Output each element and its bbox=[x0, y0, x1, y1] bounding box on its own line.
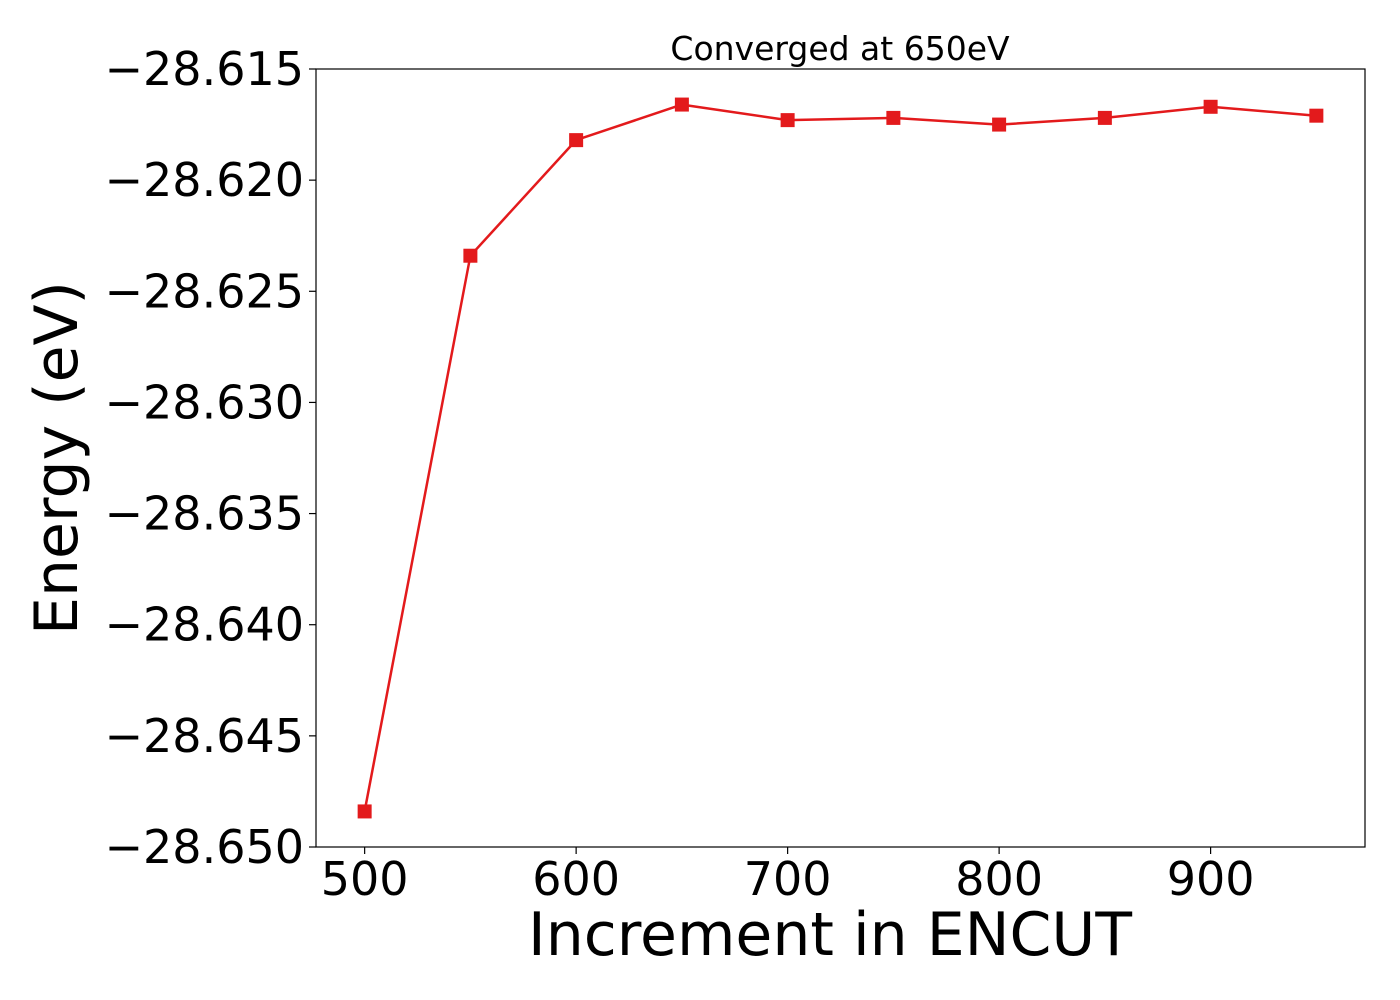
y-tick-label: −28.630 bbox=[105, 375, 305, 429]
x-tick-label: 800 bbox=[955, 852, 1043, 906]
data-point-marker bbox=[992, 117, 1007, 132]
y-tick-label: −28.635 bbox=[105, 487, 305, 541]
data-point-marker bbox=[463, 248, 478, 263]
data-point-marker bbox=[1097, 110, 1112, 125]
y-axis-title: Energy (eV) bbox=[22, 281, 92, 635]
data-point-marker bbox=[357, 804, 372, 819]
plot-area-frame bbox=[315, 68, 1366, 848]
x-tick-label: 900 bbox=[1167, 852, 1255, 906]
x-tick-label: 500 bbox=[321, 852, 409, 906]
data-point-marker bbox=[569, 133, 584, 148]
data-point-marker bbox=[1203, 99, 1218, 114]
x-axis-title: Increment in ENCUT bbox=[528, 900, 1132, 970]
x-tick-label: 600 bbox=[532, 852, 620, 906]
data-point-marker bbox=[1309, 108, 1324, 123]
y-tick-label: −28.640 bbox=[105, 598, 305, 652]
y-tick-label: −28.615 bbox=[105, 42, 305, 96]
y-axis-ticks: −28.615 −28.620 −28.625 −28.630 −28.635 −28.6… bbox=[105, 42, 316, 874]
y-tick-label: −28.650 bbox=[105, 820, 305, 874]
x-tick-label: 700 bbox=[744, 852, 832, 906]
y-tick-label: −28.645 bbox=[105, 709, 305, 763]
series-layer bbox=[357, 97, 1324, 819]
y-tick-label: −28.620 bbox=[105, 153, 305, 207]
series-line bbox=[363, 103, 1317, 812]
data-point-marker bbox=[780, 113, 795, 128]
x-axis-ticks: 500 600 700 800 900 bbox=[321, 847, 1255, 906]
data-point-marker bbox=[674, 97, 689, 112]
chart-title: Converged at 650eV bbox=[670, 29, 1010, 68]
data-point-marker bbox=[886, 110, 901, 125]
y-tick-label: −28.625 bbox=[105, 264, 305, 318]
